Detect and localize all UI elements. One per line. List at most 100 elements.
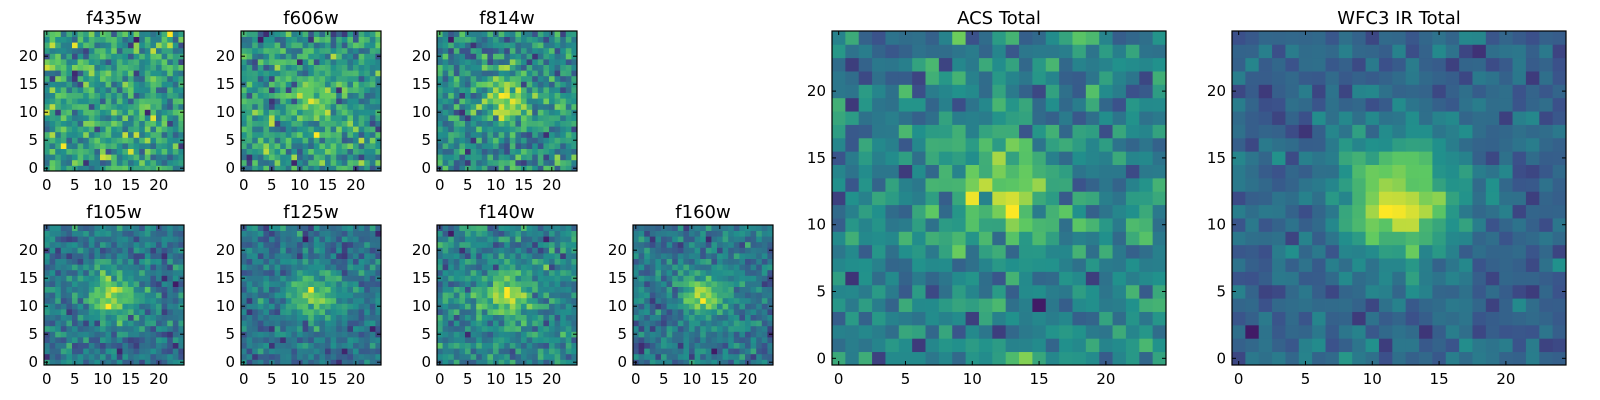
heatmap-cell — [274, 241, 281, 248]
heatmap-cell — [285, 297, 292, 304]
heatmap-cell — [733, 253, 740, 259]
heatmap-cell — [677, 275, 684, 282]
heatmap-cell — [72, 253, 78, 259]
heatmap-cell — [172, 297, 179, 304]
heatmap-cell — [274, 309, 281, 315]
heatmap-cell — [313, 297, 320, 304]
heatmap-cell — [280, 87, 287, 93]
heatmap-cell — [319, 342, 326, 349]
heatmap-cell — [705, 320, 712, 327]
heatmap-cell — [565, 342, 572, 349]
heatmap-cell — [509, 230, 516, 237]
heatmap-cell — [733, 247, 740, 254]
heatmap-cell — [554, 325, 561, 332]
heatmap-cell — [672, 303, 679, 310]
heatmap-cell — [150, 253, 157, 259]
heatmap-cell — [257, 87, 264, 93]
heatmap-cell — [498, 281, 505, 287]
heatmap-cell — [105, 258, 112, 265]
heatmap-cell — [156, 64, 162, 71]
heatmap-cell — [711, 241, 718, 248]
heatmap-cell — [532, 241, 539, 248]
heatmap-cell — [442, 75, 449, 82]
heatmap-cell — [66, 120, 73, 127]
heatmap-cell — [319, 137, 326, 144]
heatmap-cell — [689, 247, 695, 254]
heatmap-cell — [49, 320, 56, 327]
heatmap-cell — [105, 98, 112, 105]
heatmap-cell — [161, 137, 168, 144]
heatmap-cell — [66, 81, 73, 88]
heatmap-cell — [94, 165, 101, 172]
heatmap-cell — [481, 359, 488, 366]
heatmap-cell — [655, 309, 662, 315]
f105w-pixels — [44, 225, 185, 366]
heatmap-cell — [560, 292, 567, 299]
heatmap-cell — [689, 286, 695, 293]
heatmap-cell — [565, 303, 572, 310]
heatmap-cell — [150, 70, 157, 77]
heatmap-cell — [172, 258, 179, 265]
heatmap-cell — [55, 258, 62, 265]
heatmap-cell — [745, 342, 751, 349]
heatmap-cell — [55, 103, 62, 110]
heatmap-cell — [44, 115, 50, 121]
heatmap-cell — [77, 258, 84, 265]
heatmap-cell — [733, 342, 740, 349]
heatmap-cell — [150, 47, 157, 54]
heatmap-cell — [49, 42, 56, 49]
heatmap-cell — [325, 320, 331, 327]
heatmap-cell — [297, 53, 303, 60]
heatmap-cell — [313, 359, 320, 366]
heatmap-cell — [302, 359, 309, 366]
heatmap-cell — [246, 309, 253, 315]
heatmap-cell — [60, 337, 67, 343]
heatmap-cell — [83, 331, 90, 338]
heatmap-cell — [313, 36, 320, 43]
heatmap-cell — [88, 225, 95, 231]
heatmap-cell — [649, 286, 656, 293]
heatmap-cell — [257, 247, 264, 254]
heatmap-cell — [49, 165, 56, 172]
heatmap-cell — [526, 359, 533, 366]
heatmap-cell — [150, 359, 157, 366]
heatmap-cell — [509, 70, 516, 77]
x-tick-label: 0 — [435, 176, 445, 194]
heatmap-cell — [565, 264, 572, 271]
heatmap-cell — [111, 281, 118, 287]
heatmap-cell — [291, 81, 298, 88]
y-tick-label: 5 — [421, 131, 431, 149]
heatmap-cell — [476, 70, 483, 77]
heatmap-cell — [178, 225, 185, 231]
heatmap-cell — [83, 241, 90, 248]
heatmap-cell — [139, 331, 146, 338]
heatmap-cell — [341, 137, 348, 144]
heatmap-cell — [717, 353, 723, 360]
heatmap-cell — [364, 337, 371, 343]
heatmap-cell — [60, 70, 67, 77]
heatmap-cell — [77, 275, 84, 282]
heatmap-cell — [139, 325, 146, 332]
heatmap-cell — [978, 231, 993, 246]
heatmap-cell — [144, 87, 151, 93]
heatmap-cell — [280, 109, 287, 116]
heatmap-cell — [1005, 284, 1020, 299]
heatmap-cell — [375, 269, 382, 276]
heatmap-cell — [375, 131, 382, 138]
heatmap-cell — [77, 87, 84, 93]
heatmap-cell — [156, 59, 162, 65]
heatmap-cell — [353, 87, 359, 93]
heatmap-cell — [655, 353, 662, 360]
heatmap-cell — [150, 309, 157, 315]
heatmap-cell — [364, 115, 371, 121]
heatmap-cell — [756, 230, 763, 237]
heatmap-cell — [308, 109, 315, 116]
heatmap-cell — [285, 36, 292, 43]
heatmap-cell — [88, 92, 95, 99]
heatmap-cell — [1099, 284, 1113, 299]
heatmap-cell — [330, 253, 337, 259]
heatmap-cell — [313, 148, 320, 155]
heatmap-cell — [845, 258, 860, 272]
heatmap-cell — [487, 359, 494, 366]
heatmap-cell — [156, 275, 162, 282]
